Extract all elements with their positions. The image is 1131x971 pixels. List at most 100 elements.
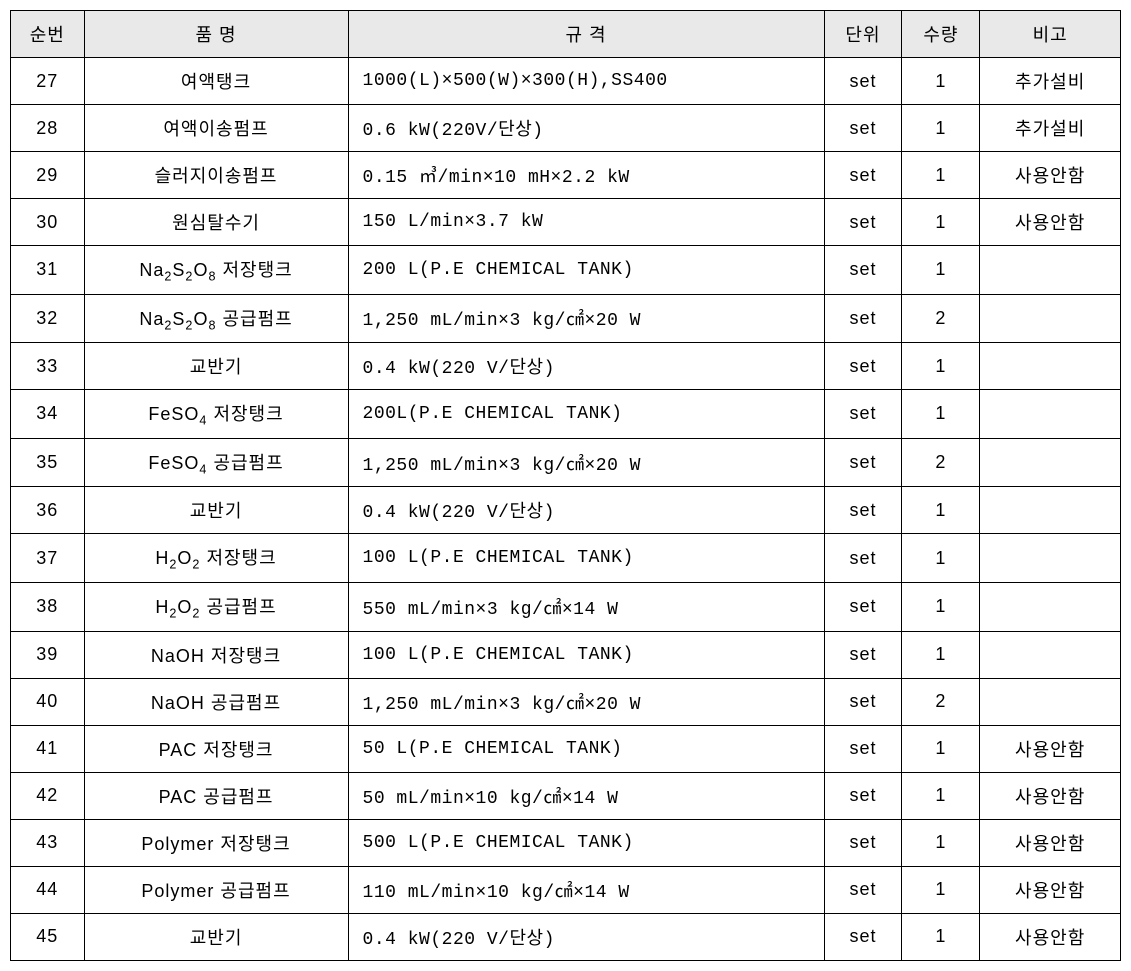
cell-unit: set (824, 725, 902, 772)
cell-qty: 1 (902, 582, 980, 631)
cell-qty: 1 (902, 105, 980, 152)
cell-spec: 200 L(P.E CHEMICAL TANK) (348, 246, 824, 295)
cell-remark: 추가설비 (980, 105, 1121, 152)
cell-spec: 1,250 mL/min×3 kg/㎠×20 W (348, 438, 824, 487)
cell-seq: 27 (11, 58, 85, 105)
cell-unit: set (824, 438, 902, 487)
cell-qty: 2 (902, 678, 980, 725)
cell-unit: set (824, 534, 902, 583)
cell-name: Polymer 저장탱크 (84, 819, 348, 866)
cell-qty: 1 (902, 487, 980, 534)
cell-name: Na2S2O8 공급펌프 (84, 294, 348, 343)
table-row: 35FeSO4 공급펌프1,250 mL/min×3 kg/㎠×20 Wset2 (11, 438, 1121, 487)
cell-seq: 31 (11, 246, 85, 295)
cell-qty: 1 (902, 152, 980, 199)
header-unit: 단위 (824, 11, 902, 58)
cell-spec: 1,250 mL/min×3 kg/㎠×20 W (348, 678, 824, 725)
cell-seq: 42 (11, 772, 85, 819)
cell-remark: 사용안함 (980, 913, 1121, 960)
cell-remark (980, 678, 1121, 725)
cell-spec: 110 mL/min×10 kg/㎠×14 W (348, 866, 824, 913)
cell-name: 교반기 (84, 913, 348, 960)
cell-name: NaOH 저장탱크 (84, 631, 348, 678)
cell-unit: set (824, 246, 902, 295)
cell-spec: 100 L(P.E CHEMICAL TANK) (348, 631, 824, 678)
cell-remark (980, 438, 1121, 487)
cell-remark: 사용안함 (980, 152, 1121, 199)
cell-seq: 28 (11, 105, 85, 152)
cell-remark: 사용안함 (980, 772, 1121, 819)
cell-seq: 44 (11, 866, 85, 913)
cell-qty: 1 (902, 725, 980, 772)
cell-spec: 50 L(P.E CHEMICAL TANK) (348, 725, 824, 772)
table-row: 36교반기0.4 kW(220 V/단상)set1 (11, 487, 1121, 534)
cell-qty: 1 (902, 343, 980, 390)
table-row: 45교반기0.4 kW(220 V/단상)set1사용안함 (11, 913, 1121, 960)
cell-seq: 34 (11, 390, 85, 439)
cell-name: FeSO4 저장탱크 (84, 390, 348, 439)
cell-seq: 37 (11, 534, 85, 583)
cell-name: H2O2 저장탱크 (84, 534, 348, 583)
cell-qty: 1 (902, 819, 980, 866)
cell-spec: 200L(P.E CHEMICAL TANK) (348, 390, 824, 439)
table-row: 33교반기0.4 kW(220 V/단상)set1 (11, 343, 1121, 390)
cell-unit: set (824, 152, 902, 199)
cell-unit: set (824, 582, 902, 631)
cell-qty: 1 (902, 246, 980, 295)
table-row: 37H2O2 저장탱크100 L(P.E CHEMICAL TANK)set1 (11, 534, 1121, 583)
cell-remark (980, 294, 1121, 343)
cell-spec: 1,250 mL/min×3 kg/㎠×20 W (348, 294, 824, 343)
cell-seq: 39 (11, 631, 85, 678)
cell-name: PAC 공급펌프 (84, 772, 348, 819)
table-row: 41PAC 저장탱크50 L(P.E CHEMICAL TANK)set1사용안… (11, 725, 1121, 772)
cell-name: FeSO4 공급펌프 (84, 438, 348, 487)
cell-seq: 45 (11, 913, 85, 960)
cell-name: NaOH 공급펌프 (84, 678, 348, 725)
equipment-table: 순번 품 명 규 격 단위 수량 비고 27여액탱크1000(L)×500(W)… (10, 10, 1121, 961)
cell-unit: set (824, 487, 902, 534)
table-row: 28여액이송펌프0.6 kW(220V/단상)set1추가설비 (11, 105, 1121, 152)
cell-unit: set (824, 866, 902, 913)
cell-name: Polymer 공급펌프 (84, 866, 348, 913)
cell-unit: set (824, 343, 902, 390)
cell-spec: 500 L(P.E CHEMICAL TANK) (348, 819, 824, 866)
cell-qty: 1 (902, 534, 980, 583)
table-row: 38H2O2 공급펌프550 mL/min×3 kg/㎠×14 Wset1 (11, 582, 1121, 631)
cell-spec: 0.6 kW(220V/단상) (348, 105, 824, 152)
cell-qty: 2 (902, 438, 980, 487)
header-name: 품 명 (84, 11, 348, 58)
table-row: 44Polymer 공급펌프110 mL/min×10 kg/㎠×14 Wset… (11, 866, 1121, 913)
table-body: 27여액탱크1000(L)×500(W)×300(H),SS400set1추가설… (11, 58, 1121, 961)
cell-remark: 추가설비 (980, 58, 1121, 105)
cell-remark (980, 487, 1121, 534)
table-row: 39NaOH 저장탱크100 L(P.E CHEMICAL TANK)set1 (11, 631, 1121, 678)
cell-remark (980, 390, 1121, 439)
header-seq: 순번 (11, 11, 85, 58)
cell-name: 원심탈수기 (84, 199, 348, 246)
cell-name: PAC 저장탱크 (84, 725, 348, 772)
table-row: 31Na2S2O8 저장탱크200 L(P.E CHEMICAL TANK)se… (11, 246, 1121, 295)
cell-unit: set (824, 58, 902, 105)
cell-remark (980, 631, 1121, 678)
cell-name: 여액탱크 (84, 58, 348, 105)
cell-seq: 36 (11, 487, 85, 534)
cell-remark (980, 343, 1121, 390)
cell-remark (980, 534, 1121, 583)
cell-seq: 29 (11, 152, 85, 199)
cell-name: 교반기 (84, 343, 348, 390)
cell-unit: set (824, 631, 902, 678)
table-row: 32Na2S2O8 공급펌프1,250 mL/min×3 kg/㎠×20 Wse… (11, 294, 1121, 343)
cell-name: 여액이송펌프 (84, 105, 348, 152)
table-row: 30원심탈수기150 L/min×3.7 kWset1사용안함 (11, 199, 1121, 246)
cell-seq: 38 (11, 582, 85, 631)
table-row: 42PAC 공급펌프50 mL/min×10 kg/㎠×14 Wset1사용안함 (11, 772, 1121, 819)
cell-spec: 100 L(P.E CHEMICAL TANK) (348, 534, 824, 583)
cell-qty: 1 (902, 199, 980, 246)
cell-spec: 0.4 kW(220 V/단상) (348, 343, 824, 390)
cell-unit: set (824, 199, 902, 246)
header-spec: 규 격 (348, 11, 824, 58)
cell-unit: set (824, 390, 902, 439)
cell-qty: 1 (902, 58, 980, 105)
table-row: 34FeSO4 저장탱크200L(P.E CHEMICAL TANK)set1 (11, 390, 1121, 439)
cell-spec: 0.4 kW(220 V/단상) (348, 487, 824, 534)
